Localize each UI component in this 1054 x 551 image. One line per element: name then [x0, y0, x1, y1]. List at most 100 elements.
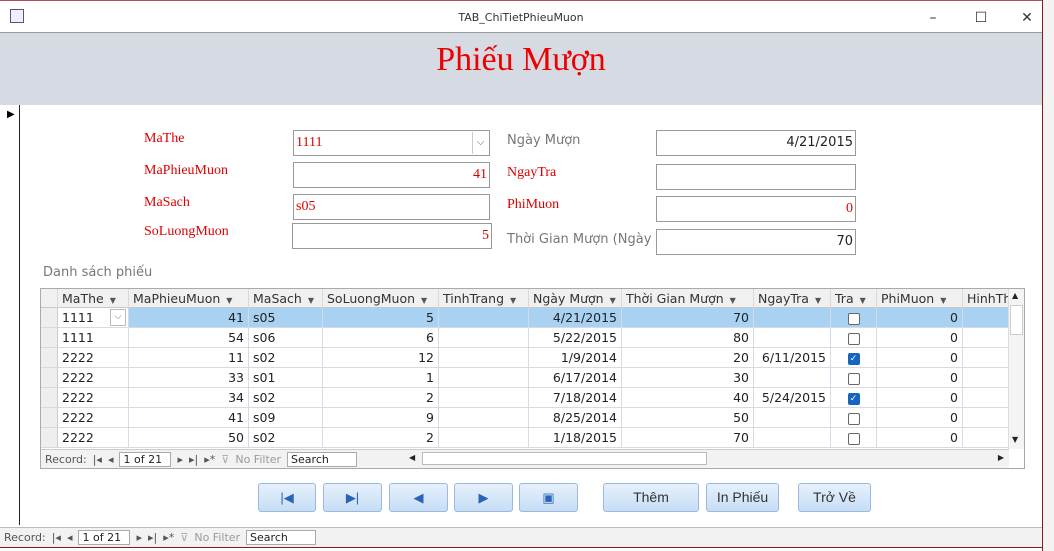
last-record-button[interactable]: ▶|	[323, 483, 382, 512]
table-cell[interactable]: 2222	[58, 408, 129, 428]
print-button[interactable]: In Phiếu	[706, 483, 779, 512]
table-cell[interactable]: 30	[622, 368, 754, 388]
table-cell[interactable]	[439, 368, 529, 388]
table-cell[interactable]	[439, 348, 529, 368]
sort-dropdown-icon[interactable]: ▼	[814, 296, 822, 305]
table-cell[interactable]	[754, 308, 831, 328]
table-cell[interactable]: 0	[877, 368, 963, 388]
prev-record-icon[interactable]: ◂	[107, 452, 114, 466]
table-cell[interactable]	[439, 388, 529, 408]
search-input[interactable]: Search	[287, 451, 358, 467]
back-button[interactable]: Trở Về	[798, 483, 871, 512]
table-cell[interactable]: s06	[249, 328, 323, 348]
column-header[interactable]: MaPhieuMuon ▼	[129, 289, 249, 308]
first-record-icon[interactable]: |◂	[92, 452, 102, 466]
phimuon-field[interactable]: 0	[656, 196, 856, 222]
table-cell[interactable]: 8/25/2014	[529, 408, 622, 428]
table-cell[interactable]: 9	[323, 408, 439, 428]
table-cell[interactable]: s02	[249, 388, 323, 408]
soluongmuon-field[interactable]: 5	[292, 223, 492, 249]
select-all-corner[interactable]	[41, 289, 58, 308]
table-cell[interactable]: 1/9/2014	[529, 348, 622, 368]
column-header[interactable]: MaThe ▼	[58, 289, 129, 308]
column-header[interactable]: PhiMuon ▼	[877, 289, 963, 308]
table-cell[interactable]: 5	[323, 308, 439, 328]
table-cell[interactable]: 2	[323, 428, 439, 448]
table-cell[interactable]: s09	[249, 408, 323, 428]
row-selector[interactable]	[41, 368, 58, 388]
table-cell[interactable]: s05	[249, 308, 323, 328]
table-cell[interactable]: 0	[877, 428, 963, 448]
table-cell[interactable]	[963, 428, 1024, 448]
table-cell[interactable]	[963, 328, 1024, 348]
print-record-button[interactable]: ▣	[519, 483, 578, 512]
sort-dropdown-icon[interactable]: ▼	[307, 296, 314, 305]
sort-dropdown-icon[interactable]: ▼	[940, 296, 947, 305]
table-cell[interactable]: 0	[877, 388, 963, 408]
table-cell[interactable]	[831, 368, 877, 388]
table-cell[interactable]: 41	[129, 308, 249, 328]
masach-field[interactable]: s05	[293, 194, 490, 220]
scroll-thumb[interactable]	[1010, 305, 1023, 335]
table-cell[interactable]	[963, 388, 1024, 408]
sort-dropdown-icon[interactable]: ▼	[609, 296, 616, 305]
no-filter-button[interactable]: No Filter	[194, 531, 241, 544]
sort-dropdown-icon[interactable]: ▼	[859, 296, 866, 305]
table-cell[interactable]: 2222	[58, 368, 129, 388]
add-button[interactable]: Thêm	[603, 483, 699, 512]
table-cell[interactable]: 50	[622, 408, 754, 428]
ngaymuon-field[interactable]: 4/21/2015	[656, 130, 856, 156]
table-cell[interactable]	[831, 328, 877, 348]
table-cell[interactable]	[963, 408, 1024, 428]
sort-dropdown-icon[interactable]: ▼	[226, 296, 233, 305]
table-cell[interactable]: 50	[129, 428, 249, 448]
sort-dropdown-icon[interactable]: ▼	[510, 296, 517, 305]
table-cell[interactable]: 6	[323, 328, 439, 348]
table-cell[interactable]	[439, 408, 529, 428]
column-header[interactable]: MaSach ▼	[249, 289, 323, 308]
tra-checkbox[interactable]	[847, 412, 860, 425]
table-cell[interactable]: s02	[249, 348, 323, 368]
table-cell[interactable]: 0	[877, 408, 963, 428]
table-cell[interactable]: 1111	[58, 328, 129, 348]
table-cell[interactable]: 2222	[58, 348, 129, 368]
last-record-icon[interactable]: ▸|	[189, 452, 199, 466]
tra-checkbox[interactable]	[847, 312, 860, 325]
table-cell[interactable]: 6/17/2014	[529, 368, 622, 388]
column-header[interactable]: Ngày Mượn ▼	[529, 289, 622, 308]
table-cell[interactable]: 6/11/2015	[754, 348, 831, 368]
table-cell[interactable]	[831, 408, 877, 428]
table-cell[interactable]: 33	[129, 368, 249, 388]
mathe-combo[interactable]: 1111 ⌵	[293, 130, 490, 156]
table-cell[interactable]: 0	[877, 308, 963, 328]
table-cell[interactable]: 41	[129, 408, 249, 428]
table-cell[interactable]	[439, 428, 529, 448]
first-record-icon[interactable]: |◂	[51, 531, 61, 544]
table-cell[interactable]: ✓	[831, 348, 877, 368]
table-cell[interactable]	[963, 348, 1024, 368]
table-cell[interactable]: 5/24/2015	[754, 388, 831, 408]
next-record-button[interactable]: ▶	[454, 483, 513, 512]
datasheet-subform[interactable]: MaThe ▼ MaPhieuMuon ▼ MaSach ▼ SoLuongMuon ▼ Tin…	[40, 288, 1025, 469]
table-cell[interactable]: 1111 ⌵	[58, 308, 129, 328]
table-cell[interactable]: 2	[323, 388, 439, 408]
previous-record-button[interactable]: ◀	[389, 483, 448, 512]
table-cell[interactable]: 70	[622, 308, 754, 328]
scroll-up-icon[interactable]: ▲	[1012, 291, 1019, 300]
table-cell[interactable]: 2222	[58, 428, 129, 448]
last-record-icon[interactable]: ▸|	[148, 531, 158, 544]
table-cell[interactable]	[831, 428, 877, 448]
prev-record-icon[interactable]: ◂	[66, 531, 73, 544]
scroll-left-icon[interactable]: ◀	[409, 453, 416, 462]
row-selector[interactable]	[41, 388, 58, 408]
horizontal-scrollbar[interactable]: ◀ ▶	[406, 449, 1009, 468]
table-cell[interactable]: 40	[622, 388, 754, 408]
maximize-button[interactable]: ☐	[974, 10, 988, 26]
tra-checkbox[interactable]: ✓	[847, 392, 860, 405]
table-cell[interactable]	[754, 408, 831, 428]
table-cell[interactable]: ✓	[831, 388, 877, 408]
tra-checkbox[interactable]	[847, 432, 860, 445]
scroll-thumb-h[interactable]	[422, 452, 707, 465]
tra-checkbox[interactable]: ✓	[847, 352, 860, 365]
table-cell[interactable]	[439, 308, 529, 328]
